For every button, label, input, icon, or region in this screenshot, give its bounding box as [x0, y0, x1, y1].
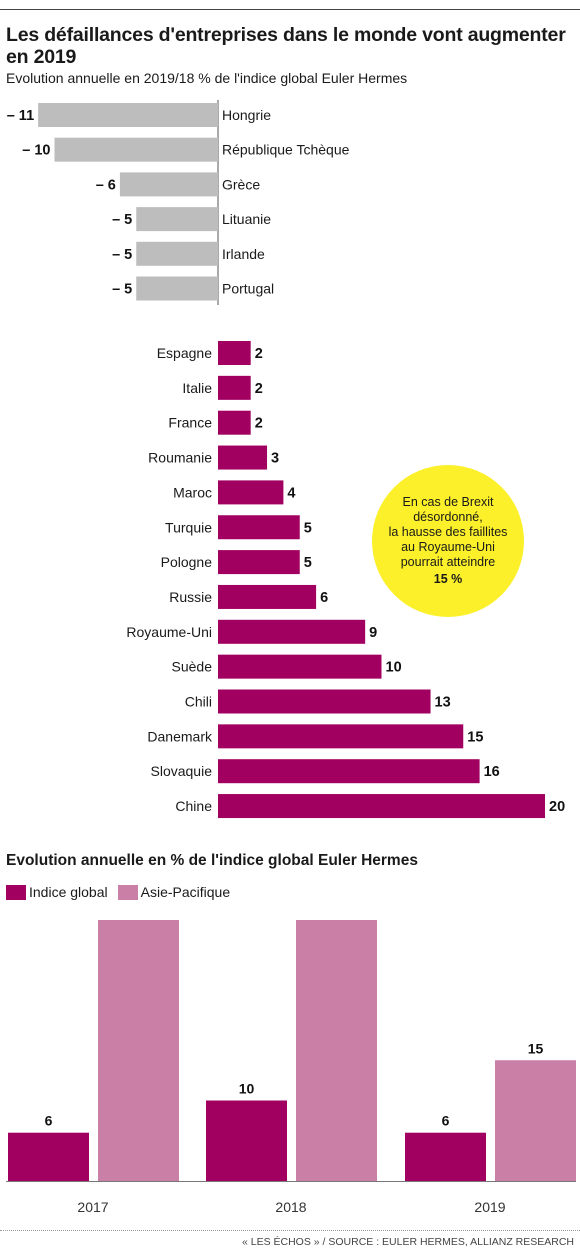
category-label: Russie — [169, 589, 212, 605]
category-label: Danemark — [147, 728, 213, 744]
category-label: République Tchèque — [222, 142, 350, 158]
bar — [136, 207, 218, 232]
bar — [218, 515, 300, 540]
bar — [136, 241, 218, 266]
value-label: 3 — [271, 451, 279, 467]
value-label: – 11 — [7, 108, 34, 124]
value-label: 5 — [304, 555, 312, 571]
value-label: 6 — [320, 590, 328, 606]
bar — [119, 172, 218, 197]
bar — [218, 759, 480, 784]
bar — [98, 920, 179, 1181]
bar — [218, 480, 284, 505]
bar — [218, 550, 300, 575]
value-label: 20 — [549, 799, 565, 815]
bar — [206, 1100, 287, 1181]
value-label: 6 — [45, 1113, 53, 1129]
legend-item-asie: Asie-Pacifique — [117, 884, 231, 900]
value-label: 9 — [369, 625, 377, 641]
callout-line: En cas de Brexit — [402, 495, 494, 509]
category-label: Portugal — [222, 281, 274, 297]
legend-swatch-asie — [117, 884, 138, 900]
category-label: Italie — [182, 380, 212, 396]
chart-subtitle: Evolution annuelle en 2019/18 % de l'ind… — [6, 70, 408, 86]
category-label: Slovaquie — [151, 763, 213, 779]
value-label: – 6 — [96, 177, 116, 193]
chart-title: Les défaillances d'entreprises dans le m… — [6, 24, 566, 68]
callout-line: désordonné, — [413, 510, 483, 524]
value-label: 13 — [435, 695, 451, 711]
bar — [218, 375, 251, 400]
value-label: 15 — [467, 729, 483, 745]
year-label: 2017 — [77, 1199, 108, 1215]
legend-label: Asie-Pacifique — [140, 884, 231, 900]
brexit-callout: En cas de Brexit désordonné, la hausse d… — [372, 465, 524, 617]
bar — [218, 654, 382, 679]
callout-line: pourrait atteindre — [400, 555, 496, 569]
category-label: Hongrie — [222, 107, 271, 123]
legend-item-indice: Indice global — [6, 884, 108, 900]
category-label: Turquie — [165, 519, 212, 535]
bar — [218, 410, 251, 435]
bar — [218, 445, 268, 470]
bar — [218, 619, 366, 644]
top-rule — [0, 9, 580, 10]
callout-line: la hausse des faillites — [388, 525, 508, 539]
category-label: Chili — [185, 694, 212, 710]
value-label: 4 — [287, 485, 295, 501]
value-label: – 5 — [112, 212, 132, 228]
bar — [296, 920, 377, 1181]
category-label: Suède — [172, 659, 213, 675]
category-label: Grèce — [222, 176, 260, 192]
category-label: Chine — [175, 798, 212, 814]
bar — [405, 1132, 486, 1181]
value-label: 5 — [304, 520, 312, 536]
category-label: Roumanie — [148, 450, 212, 466]
bar — [218, 341, 251, 365]
value-label: 2 — [255, 416, 263, 432]
bar — [54, 137, 218, 162]
value-label: 2 — [255, 346, 263, 362]
section-title: Evolution annuelle en % de l'indice glob… — [6, 852, 418, 869]
value-label: 16 — [484, 764, 500, 780]
value-label: 6 — [442, 1113, 450, 1129]
category-label: Espagne — [157, 345, 212, 361]
value-label: – 5 — [112, 247, 132, 263]
value-label: 10 — [386, 660, 402, 676]
callout-line: au Royaume-Uni — [401, 540, 495, 554]
category-label: Irlande — [222, 246, 265, 262]
value-label: 10 — [239, 1081, 255, 1097]
source-footer: « LES ÉCHOS » / SOURCE : EULER HERMES, A… — [241, 1236, 574, 1248]
value-label: 15 — [528, 1040, 544, 1056]
bar — [136, 276, 218, 301]
category-label: Royaume-Uni — [126, 624, 212, 640]
category-label: Maroc — [173, 484, 212, 500]
legend-swatch-indice — [6, 884, 26, 900]
callout-value: 15 % — [433, 572, 463, 586]
bar — [218, 794, 545, 819]
bar — [218, 689, 431, 714]
bar — [8, 1132, 89, 1181]
category-label: Pologne — [161, 554, 213, 570]
category-label: France — [168, 415, 212, 431]
footer-rule — [0, 1230, 580, 1231]
bar — [218, 584, 317, 609]
legend-label: Indice global — [29, 884, 108, 900]
value-label: – 10 — [22, 143, 50, 159]
bar — [495, 1060, 576, 1181]
year-label: 2018 — [275, 1199, 306, 1215]
legend: Indice global Asie-Pacifique — [6, 884, 240, 900]
year-label: 2019 — [474, 1199, 505, 1215]
country-bar-chart: Hongrie – 11 République Tchèque – 10 Grèce – … — [7, 100, 565, 819]
bar — [38, 103, 219, 127]
bar — [218, 724, 464, 749]
value-label: 2 — [255, 381, 263, 397]
yearly-bar-chart: 6332017103720186152019 — [6, 920, 576, 1215]
category-label: Lituanie — [222, 211, 271, 227]
value-label: – 5 — [112, 282, 132, 298]
